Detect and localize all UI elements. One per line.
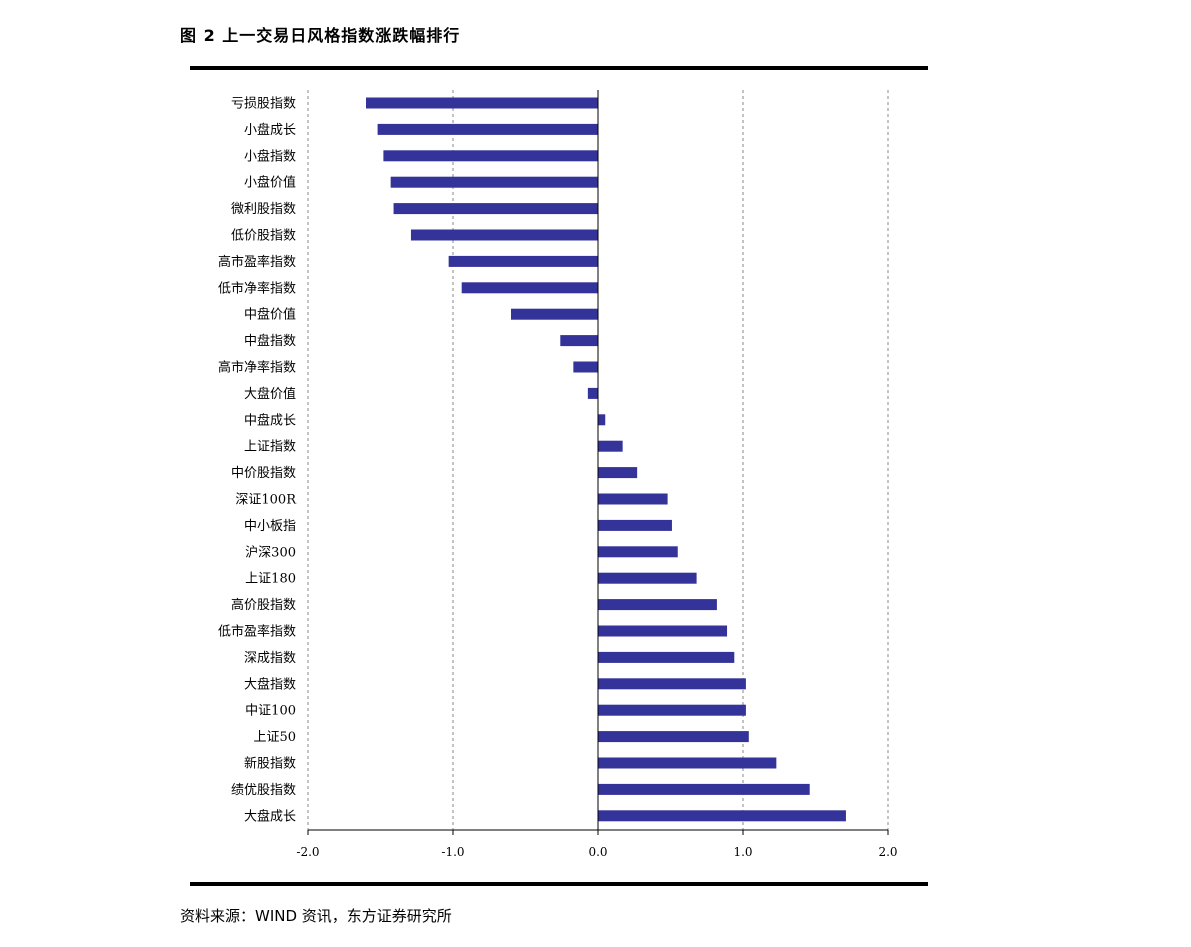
category-labels: 亏损股指数小盘成长小盘指数小盘价值微利股指数低价股指数高市盈率指数低市净率指数中…	[218, 97, 297, 825]
bar	[410, 229, 598, 241]
bar	[383, 150, 598, 162]
bar	[461, 282, 598, 294]
bar	[573, 361, 598, 373]
bars	[366, 97, 846, 822]
category-label: 中盘成长	[244, 412, 296, 428]
x-tick-label: 1.0	[733, 845, 752, 859]
category-label: 亏损股指数	[231, 97, 296, 112]
category-label: 高市盈率指数	[218, 254, 296, 270]
category-label: 大盘成长	[244, 808, 296, 824]
figure-title: 图 2 上一交易日风格指数涨跌幅排行	[180, 26, 461, 45]
category-label: 中盘指数	[244, 333, 296, 349]
x-tick-label: 2.0	[878, 845, 897, 859]
bar	[598, 731, 749, 743]
x-tick-label: -1.0	[441, 845, 464, 859]
bar	[598, 678, 746, 690]
category-label: 中证100	[245, 704, 296, 719]
category-label: 低市净率指数	[218, 280, 296, 296]
bar	[366, 97, 598, 109]
category-label: 小盘价值	[244, 175, 296, 191]
bar	[598, 810, 846, 822]
category-label: 深证100R	[235, 493, 297, 508]
bar	[598, 546, 678, 558]
bottom-rule	[190, 882, 928, 886]
bar	[598, 572, 697, 584]
bar	[587, 387, 598, 399]
bar	[448, 255, 598, 267]
category-label: 中小板指	[244, 519, 296, 534]
category-label: 中价股指数	[231, 466, 296, 481]
bar	[598, 414, 606, 426]
bar	[377, 123, 598, 135]
category-label: 低价股指数	[231, 229, 296, 244]
category-label: 低市盈率指数	[218, 624, 296, 640]
category-label: 大盘价值	[244, 386, 296, 402]
bar	[598, 704, 746, 716]
category-label: 微利股指数	[231, 202, 296, 217]
bar	[598, 519, 672, 531]
category-label: 上证180	[245, 572, 296, 587]
bar	[598, 440, 623, 452]
bar	[598, 467, 638, 479]
category-label: 上证50	[253, 730, 296, 745]
category-label: 沪深300	[245, 544, 296, 560]
category-label: 深成指数	[244, 651, 296, 666]
source-note: 资料来源：WIND 资讯，东方证券研究所	[180, 907, 452, 925]
category-label: 高价股指数	[231, 597, 296, 613]
bar	[511, 308, 598, 320]
bar	[393, 203, 598, 215]
bar	[560, 335, 598, 347]
x-tick-label: 0.0	[588, 845, 607, 859]
category-label: 新股指数	[244, 756, 296, 772]
category-label: 绩优股指数	[231, 783, 296, 798]
bar	[598, 625, 728, 637]
bar	[598, 599, 717, 611]
bar	[598, 757, 777, 769]
category-label: 大盘指数	[244, 676, 296, 692]
category-label: 上证指数	[244, 440, 296, 455]
category-label: 中盘价值	[244, 307, 296, 323]
bar	[598, 783, 810, 795]
x-tick-label: -2.0	[296, 845, 319, 859]
top-rule	[190, 66, 928, 70]
bar	[598, 651, 735, 663]
bar	[390, 176, 598, 188]
bar	[598, 493, 668, 505]
category-label: 高市净率指数	[218, 360, 296, 376]
category-label: 小盘成长	[244, 122, 296, 138]
x-axis: -2.0 -1.0 0.0 1.0 2.0	[296, 90, 898, 859]
category-label: 小盘指数	[244, 148, 296, 164]
